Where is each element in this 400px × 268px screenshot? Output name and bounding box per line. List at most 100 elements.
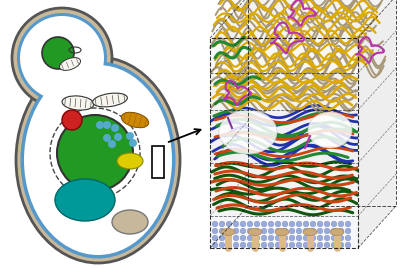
Circle shape xyxy=(324,228,330,234)
Circle shape xyxy=(289,221,295,227)
Circle shape xyxy=(254,228,260,234)
Circle shape xyxy=(275,221,281,227)
Circle shape xyxy=(303,221,309,227)
Circle shape xyxy=(317,228,323,234)
Circle shape xyxy=(289,242,295,248)
Circle shape xyxy=(268,221,274,227)
Ellipse shape xyxy=(20,61,176,259)
Circle shape xyxy=(226,242,232,248)
Circle shape xyxy=(303,242,309,248)
Circle shape xyxy=(126,132,134,140)
Ellipse shape xyxy=(121,112,149,128)
Circle shape xyxy=(282,221,288,227)
Circle shape xyxy=(345,228,351,234)
Circle shape xyxy=(62,110,82,130)
Circle shape xyxy=(317,221,323,227)
Circle shape xyxy=(331,228,337,234)
Circle shape xyxy=(282,235,288,241)
Ellipse shape xyxy=(112,210,148,234)
Circle shape xyxy=(247,228,253,234)
Circle shape xyxy=(240,221,246,227)
Circle shape xyxy=(338,228,344,234)
Circle shape xyxy=(261,242,267,248)
Circle shape xyxy=(129,139,137,147)
Circle shape xyxy=(233,228,239,234)
Circle shape xyxy=(338,242,344,248)
Circle shape xyxy=(254,242,260,248)
Circle shape xyxy=(331,221,337,227)
Polygon shape xyxy=(210,163,358,216)
Ellipse shape xyxy=(330,229,344,236)
Ellipse shape xyxy=(24,65,172,255)
Circle shape xyxy=(219,221,225,227)
Circle shape xyxy=(212,221,218,227)
Circle shape xyxy=(96,121,104,129)
Circle shape xyxy=(247,235,253,241)
Ellipse shape xyxy=(62,96,94,110)
Circle shape xyxy=(310,242,316,248)
Circle shape xyxy=(226,235,232,241)
Circle shape xyxy=(212,235,218,241)
Circle shape xyxy=(254,221,260,227)
Bar xyxy=(152,146,164,178)
Circle shape xyxy=(345,235,351,241)
Ellipse shape xyxy=(55,179,115,221)
Circle shape xyxy=(219,228,225,234)
Circle shape xyxy=(233,235,239,241)
Circle shape xyxy=(296,228,302,234)
Ellipse shape xyxy=(16,57,180,263)
Polygon shape xyxy=(210,38,358,73)
Circle shape xyxy=(247,242,253,248)
Circle shape xyxy=(345,242,351,248)
Circle shape xyxy=(331,235,337,241)
Circle shape xyxy=(310,228,316,234)
Polygon shape xyxy=(210,110,358,163)
Circle shape xyxy=(42,37,74,69)
Circle shape xyxy=(268,228,274,234)
Circle shape xyxy=(233,242,239,248)
Circle shape xyxy=(324,221,330,227)
Circle shape xyxy=(268,242,274,248)
Circle shape xyxy=(111,124,119,132)
Ellipse shape xyxy=(221,229,235,236)
Ellipse shape xyxy=(60,58,80,70)
Circle shape xyxy=(103,121,111,129)
Circle shape xyxy=(310,235,316,241)
Circle shape xyxy=(296,235,302,241)
Circle shape xyxy=(303,235,309,241)
Ellipse shape xyxy=(117,153,143,169)
Ellipse shape xyxy=(303,229,317,236)
Circle shape xyxy=(57,115,133,191)
Circle shape xyxy=(331,242,337,248)
Circle shape xyxy=(289,228,295,234)
Polygon shape xyxy=(210,0,396,38)
Circle shape xyxy=(282,228,288,234)
Circle shape xyxy=(12,8,112,108)
Circle shape xyxy=(233,221,239,227)
Ellipse shape xyxy=(93,93,127,107)
Circle shape xyxy=(240,228,246,234)
Circle shape xyxy=(296,221,302,227)
Circle shape xyxy=(282,242,288,248)
Circle shape xyxy=(212,228,218,234)
Circle shape xyxy=(296,242,302,248)
Circle shape xyxy=(324,242,330,248)
Ellipse shape xyxy=(308,112,352,148)
Polygon shape xyxy=(210,216,358,248)
Circle shape xyxy=(240,235,246,241)
Circle shape xyxy=(108,140,116,148)
Circle shape xyxy=(219,242,225,248)
Circle shape xyxy=(275,228,281,234)
Circle shape xyxy=(261,235,267,241)
Circle shape xyxy=(219,235,225,241)
Circle shape xyxy=(303,228,309,234)
Circle shape xyxy=(338,221,344,227)
Polygon shape xyxy=(358,0,396,248)
Circle shape xyxy=(289,235,295,241)
Ellipse shape xyxy=(219,110,277,154)
Circle shape xyxy=(103,134,111,142)
Circle shape xyxy=(261,228,267,234)
Circle shape xyxy=(226,221,232,227)
Circle shape xyxy=(247,221,253,227)
Circle shape xyxy=(338,235,344,241)
